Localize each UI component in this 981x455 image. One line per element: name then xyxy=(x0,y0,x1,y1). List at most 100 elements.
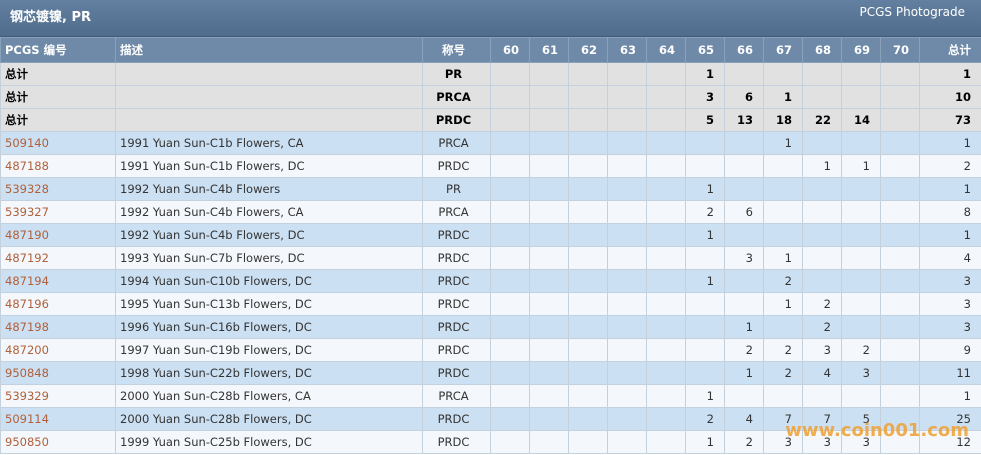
count: 4 xyxy=(724,407,764,431)
count xyxy=(841,269,881,293)
count xyxy=(490,108,530,132)
description: 1994 Yuan Sun-C10b Flowers, DC xyxy=(115,269,423,293)
count xyxy=(568,430,608,454)
count xyxy=(529,62,569,86)
count xyxy=(880,338,920,362)
count xyxy=(880,407,920,431)
count: 73 xyxy=(919,108,981,132)
coin-row: 950850 1999 Yuan Sun-C25b Flowers, DC PRDC… xyxy=(0,430,981,454)
count xyxy=(685,292,725,316)
count: 1 xyxy=(919,384,981,408)
total-row: 总计 PRDC 5 13 18 22 14 73 xyxy=(0,108,981,132)
count: 1 xyxy=(763,85,803,109)
count xyxy=(490,154,530,178)
count xyxy=(646,430,686,454)
count: 6 xyxy=(724,85,764,109)
description xyxy=(115,108,423,132)
count: 12 xyxy=(919,430,981,454)
count xyxy=(880,177,920,201)
description: 1991 Yuan Sun-C1b Flowers, DC xyxy=(115,154,423,178)
count xyxy=(724,223,764,247)
count xyxy=(646,292,686,316)
count xyxy=(880,131,920,155)
count: 3 xyxy=(841,430,881,454)
count xyxy=(568,108,608,132)
count xyxy=(646,200,686,224)
count: 1 xyxy=(685,384,725,408)
count xyxy=(724,62,764,86)
count xyxy=(646,131,686,155)
pcgs-code[interactable]: 487190 xyxy=(0,223,116,247)
count xyxy=(490,62,530,86)
count xyxy=(724,177,764,201)
count: 1 xyxy=(802,154,842,178)
description: 1996 Yuan Sun-C16b Flowers, DC xyxy=(115,315,423,339)
count xyxy=(529,223,569,247)
description xyxy=(115,85,423,109)
count xyxy=(646,62,686,86)
count xyxy=(763,154,803,178)
count xyxy=(568,62,608,86)
count xyxy=(841,315,881,339)
count xyxy=(607,246,647,270)
pcgs-code[interactable]: 487198 xyxy=(0,315,116,339)
count xyxy=(841,200,881,224)
column-header: 称号 xyxy=(422,37,491,63)
count xyxy=(568,384,608,408)
count xyxy=(646,108,686,132)
count xyxy=(646,177,686,201)
coin-row: 950848 1998 Yuan Sun-C22b Flowers, DC PRDC… xyxy=(0,361,981,385)
pcgs-code[interactable]: 487194 xyxy=(0,269,116,293)
column-header: 69 xyxy=(841,37,881,63)
pcgs-code[interactable]: 487192 xyxy=(0,246,116,270)
count xyxy=(490,200,530,224)
count: 1 xyxy=(919,131,981,155)
pcgs-code[interactable]: 950850 xyxy=(0,430,116,454)
count xyxy=(607,361,647,385)
count xyxy=(841,131,881,155)
pcgs-code[interactable]: 509140 xyxy=(0,131,116,155)
count xyxy=(568,200,608,224)
count xyxy=(568,154,608,178)
count: 6 xyxy=(724,200,764,224)
count: 3 xyxy=(919,315,981,339)
pcgs-code[interactable]: 539329 xyxy=(0,384,116,408)
pcgs-code[interactable]: 509114 xyxy=(0,407,116,431)
count: 22 xyxy=(802,108,842,132)
count xyxy=(607,177,647,201)
count xyxy=(880,223,920,247)
column-header: PCGS 编号 xyxy=(0,37,116,63)
pcgs-code[interactable]: 487200 xyxy=(0,338,116,362)
pcgs-code[interactable]: 539327 xyxy=(0,200,116,224)
count xyxy=(646,315,686,339)
count xyxy=(529,407,569,431)
count xyxy=(646,338,686,362)
coin-row: 539328 1992 Yuan Sun-C4b Flowers PR 1 1 xyxy=(0,177,981,201)
count xyxy=(529,269,569,293)
count xyxy=(880,108,920,132)
count xyxy=(880,292,920,316)
count: 2 xyxy=(724,430,764,454)
count xyxy=(685,338,725,362)
column-header: 64 xyxy=(646,37,686,63)
pcgs-code[interactable]: 539328 xyxy=(0,177,116,201)
count: 3 xyxy=(685,85,725,109)
count xyxy=(529,85,569,109)
pcgs-code[interactable]: 487196 xyxy=(0,292,116,316)
page-title: 钢芯镀镍, PR xyxy=(10,10,92,25)
column-header: 描述 xyxy=(115,37,423,63)
count xyxy=(646,246,686,270)
description: 1992 Yuan Sun-C4b Flowers xyxy=(115,177,423,201)
count: 3 xyxy=(802,430,842,454)
count xyxy=(529,154,569,178)
count xyxy=(685,154,725,178)
count xyxy=(568,246,608,270)
description: 2000 Yuan Sun-C28b Flowers, CA xyxy=(115,384,423,408)
designation: PRDC xyxy=(422,292,491,316)
designation: PRDC xyxy=(422,223,491,247)
count xyxy=(490,315,530,339)
coin-row: 509114 2000 Yuan Sun-C28b Flowers, DC PRDC… xyxy=(0,407,981,431)
pcgs-code[interactable]: 487188 xyxy=(0,154,116,178)
pcgs-code[interactable]: 950848 xyxy=(0,361,116,385)
count xyxy=(490,223,530,247)
